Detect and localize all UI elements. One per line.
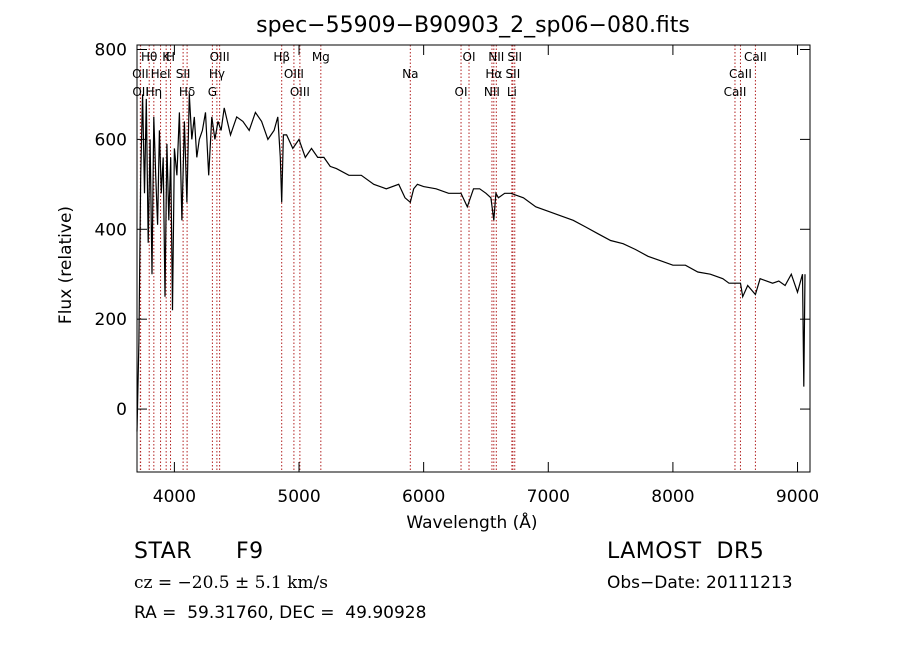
spectrum-line [136,94,806,432]
observation-date: Obs−Date: 20111213 [607,573,793,593]
plot-frame [136,44,811,473]
y-tick-label: 400 [95,220,127,240]
chart-title: spec−55909−B90903_2_sp06−080.fits [256,13,690,38]
line-label: Hθ [141,50,157,64]
survey-release: LAMOST DR5 [607,539,765,564]
line-label: Hγ [209,67,225,81]
x-tick-label: 7000 [527,487,570,507]
y-tick-label: 600 [95,130,127,150]
spectral-line-labels: HθOIIOIIKHeIHηHSIIHδOIIIHγGHβOIIIOIIIMgN… [132,50,767,99]
y-tick-label: 200 [95,310,127,330]
line-label: OII [132,85,149,99]
line-label: OIII [290,85,310,99]
line-label: G [208,85,217,99]
line-label: Hβ [273,50,290,64]
x-tick-label: 8000 [651,487,694,507]
line-label: Hα [485,67,502,81]
x-tick-label: 4000 [153,487,196,507]
redshift-cz: cz = −20.5 ± 5.1 km/s [134,573,328,593]
line-label: CaII [729,67,752,81]
line-label: Hδ [179,85,195,99]
ra-dec-coordinates: RA = 59.31760, DEC = 49.90928 [134,603,427,623]
line-label: CaII [744,50,767,64]
line-label: OIII [284,67,304,81]
line-label: NII [484,85,500,99]
x-tick-label: 9000 [776,487,819,507]
line-label: Li [507,85,517,99]
y-axis-label: Flux (relative) [56,206,76,324]
line-label: Na [402,67,418,81]
line-label: OI [455,85,468,99]
line-label: HeI [151,67,171,81]
spectral-line-markers [139,45,756,472]
line-label: SII [507,50,522,64]
line-label: CaII [724,85,747,99]
y-axis-ticks: 0 200 400 600 800 [95,40,810,420]
line-label: OI [463,50,476,64]
line-label: H [166,50,175,64]
y-tick-label: 0 [116,400,127,420]
line-label: SII [506,67,521,81]
x-tick-label: 6000 [402,487,445,507]
line-label: K [162,50,171,64]
x-tick-label: 5000 [277,487,320,507]
line-label: NII [488,50,504,64]
line-label: Hη [146,85,163,99]
object-class: STAR [134,539,193,564]
y-tick-label: 800 [95,40,127,60]
object-subclass: F9 [236,539,264,564]
line-label: SII [176,67,191,81]
x-axis-ticks: 4000 5000 6000 7000 8000 9000 [153,45,819,507]
x-axis-label: Wavelength (Å) [406,511,537,533]
line-label: OIII [210,50,230,64]
line-label: OII [132,67,149,81]
line-label: Mg [312,50,330,64]
